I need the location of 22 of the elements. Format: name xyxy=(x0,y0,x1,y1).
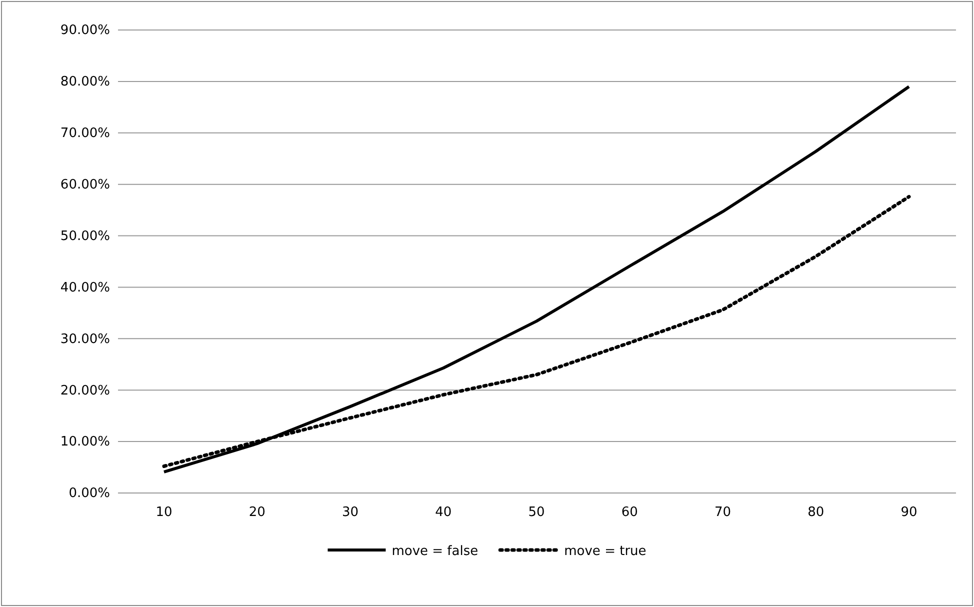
y-tick-label: 10.00% xyxy=(60,434,110,450)
y-tick-label: 30.00% xyxy=(60,332,110,347)
y-tick-label: 50.00% xyxy=(60,228,110,244)
x-tick-label: 10 xyxy=(156,505,172,520)
legend-label: move = true xyxy=(564,544,646,559)
x-tick-label: 90 xyxy=(900,505,918,520)
x-tick-label: 70 xyxy=(714,505,732,520)
y-tick-label: 90.00% xyxy=(60,23,110,38)
legend-label: move = false xyxy=(392,544,478,559)
x-tick-label: 20 xyxy=(248,505,266,520)
y-tick-label: 20.00% xyxy=(60,383,110,398)
y-tick-label: 0.00% xyxy=(68,486,110,502)
y-tick-label: 60.00% xyxy=(60,177,110,192)
x-tick-label: 80 xyxy=(808,505,824,520)
x-tick-label: 30 xyxy=(342,505,359,520)
x-tick-label: 50 xyxy=(528,505,545,520)
y-tick-label: 70.00% xyxy=(60,126,110,142)
line-series xyxy=(162,85,910,474)
y-tick-label: 80.00% xyxy=(60,74,110,90)
x-tick-label: 60 xyxy=(621,505,638,520)
x-tick-label: 40 xyxy=(435,505,452,520)
y-tick-label: 40.00% xyxy=(60,280,110,296)
